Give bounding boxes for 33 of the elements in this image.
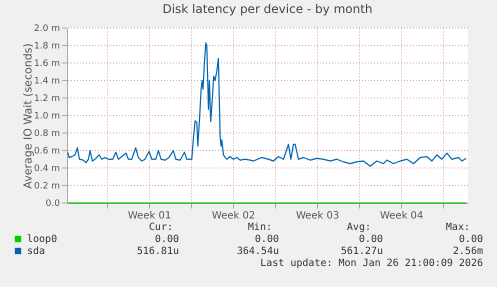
text: 561.27u bbox=[340, 246, 383, 257]
text: 0.00 bbox=[154, 234, 179, 245]
x-tick-label: Week 01 bbox=[128, 210, 172, 222]
x-tick-label: Week 02 bbox=[212, 210, 256, 222]
y-tick-label: 1.0 m bbox=[34, 112, 60, 122]
y-tick-label: 0.8 m bbox=[34, 129, 60, 139]
x-tick-label: Week 03 bbox=[296, 210, 340, 222]
line-series bbox=[67, 42, 467, 167]
text: 2.56m bbox=[452, 246, 483, 257]
text: 0.00 bbox=[458, 234, 483, 245]
y-tick-label: 0.2 m bbox=[34, 182, 60, 192]
text: Cur: bbox=[148, 222, 173, 233]
text: Avg: bbox=[346, 222, 371, 233]
y-tick-label: 1.8 m bbox=[34, 42, 60, 52]
text: Max: bbox=[446, 222, 470, 233]
text: Min: bbox=[248, 222, 272, 233]
y-tick-label: 0.6 m bbox=[34, 146, 60, 156]
text: Last update: Mon Jan 26 21:00:09 2026 bbox=[260, 258, 483, 269]
y-tick-label: 0.0 bbox=[46, 199, 60, 209]
text: 516.81u bbox=[136, 246, 179, 257]
chart-title: Disk latency per device - by month bbox=[162, 2, 373, 16]
y-tick-label: 1.6 m bbox=[34, 59, 60, 69]
text: 0.00 bbox=[254, 234, 279, 245]
y-tick-label: 1.4 m bbox=[34, 76, 60, 86]
y-tick-label: 2.0 m bbox=[34, 24, 60, 34]
text: 0.00 bbox=[358, 234, 383, 245]
legend-label: sda bbox=[27, 246, 46, 257]
y-axis-title: Average IO Wait (seconds) bbox=[22, 43, 34, 189]
text: 364.54u bbox=[236, 246, 279, 257]
y-tick-label: 1.2 m bbox=[34, 94, 60, 104]
y-tick-label: 0.4 m bbox=[34, 164, 60, 174]
legend-label: loop0 bbox=[27, 234, 58, 245]
x-tick-label: Week 04 bbox=[380, 210, 424, 222]
